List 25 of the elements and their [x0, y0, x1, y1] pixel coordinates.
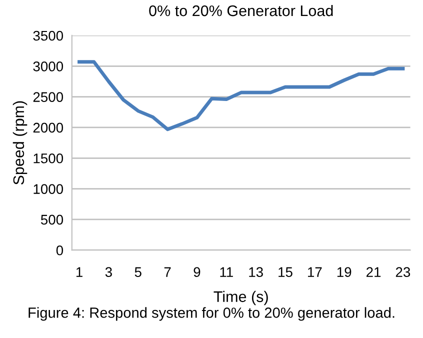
y-tick-label: 3000: [33, 61, 64, 72]
y-tick-label: 0: [56, 245, 64, 256]
y-tick-label: 1000: [34, 184, 64, 194]
line-series: [78, 60, 405, 132]
x-axis-title: Time (s): [214, 290, 268, 306]
x-tick-label: 21: [366, 267, 381, 277]
x-tick-label: 1: [76, 267, 82, 277]
y-tick-label: 2000: [33, 122, 64, 133]
x-tick-label: 7: [164, 267, 171, 277]
y-tick-label: 500: [40, 214, 64, 225]
y-tick-label: 2500: [33, 92, 64, 102]
caption: Figure 4: Respond system for 0% to 20% generator load.: [28, 307, 394, 321]
x-tick-label: 9: [194, 267, 200, 277]
x-tick-label: 19: [337, 267, 352, 277]
x-tick-label: 11: [220, 267, 233, 277]
y-tick-label: 1500: [34, 153, 64, 164]
x-tick-label: 23: [396, 267, 410, 277]
x-tick-label: 15: [278, 267, 292, 277]
y-tick-label: 3500: [33, 30, 64, 41]
x-tick-label: 13: [249, 267, 263, 277]
chart-title: 0% to 20% Generator Load: [149, 4, 333, 16]
x-tick-label: 5: [134, 267, 142, 277]
x-tick-label: 17: [308, 267, 322, 277]
y-axis-title: Speed (rpm): [12, 101, 28, 185]
x-tick-label: 3: [105, 267, 112, 277]
